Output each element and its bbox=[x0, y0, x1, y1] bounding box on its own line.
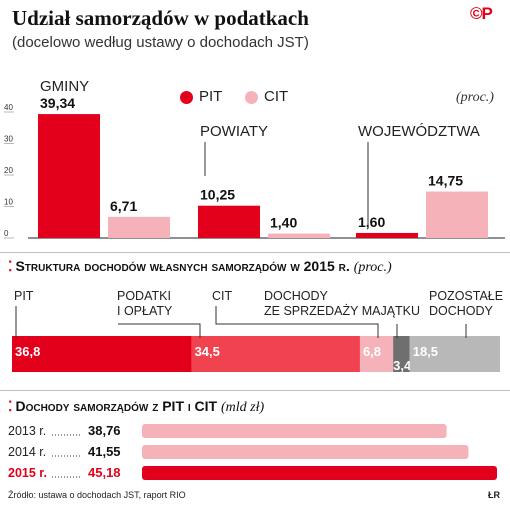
revenue-bar bbox=[142, 445, 469, 459]
chart-title: Udział samorządów w podatkach bbox=[12, 6, 309, 30]
bar-pit bbox=[38, 114, 100, 238]
structure-section-title: ⁚ Struktura dochodów własnych samorządów … bbox=[8, 258, 392, 276]
structure-title-text: Struktura dochodów własnych samorządów w… bbox=[15, 258, 350, 274]
segment-2 bbox=[191, 336, 360, 372]
legend-pit-swatch bbox=[180, 91, 193, 104]
value-label: 45,18 bbox=[88, 465, 121, 480]
data-label: 6,71 bbox=[110, 198, 137, 214]
segment-title: PODATKI bbox=[117, 289, 171, 303]
bar-cit bbox=[426, 191, 488, 238]
segment-5 bbox=[409, 336, 500, 372]
segment-title: POZOSTAŁE bbox=[429, 289, 503, 303]
segment-title: PIT bbox=[14, 289, 34, 303]
segment-1 bbox=[12, 336, 192, 372]
data-label: 1,40 bbox=[270, 215, 297, 231]
revenue-unit: (mld zł) bbox=[221, 400, 265, 415]
y-tick-label: 0 bbox=[4, 229, 9, 238]
bar-pit bbox=[198, 205, 260, 238]
segment-title: DOCHODY bbox=[429, 304, 494, 318]
segment-title: I OPŁATY bbox=[117, 304, 173, 318]
structure-unit: (proc.) bbox=[353, 260, 392, 275]
segment-title: CIT bbox=[212, 289, 233, 303]
legend-cit-swatch bbox=[245, 91, 258, 104]
bar-cit bbox=[268, 233, 330, 238]
year-label: 2013 r. bbox=[8, 424, 46, 438]
revenue-horizontal-bars: 2013 r. 38,76 2014 r. 41,55 2015 r. 45,18 bbox=[8, 423, 497, 480]
category-label: POWIATY bbox=[200, 123, 268, 140]
revenue-title-text: Dochody samorządów z PIT i CIT bbox=[15, 398, 218, 414]
category-label: WOJEWÓDZTWA bbox=[358, 123, 480, 140]
author-credit: ŁR bbox=[488, 490, 500, 500]
data-label: 14,75 bbox=[428, 173, 463, 189]
divider-1 bbox=[0, 252, 510, 253]
segment-3 bbox=[359, 336, 394, 372]
data-label: 39,34 bbox=[40, 95, 75, 111]
value-label: 38,76 bbox=[88, 423, 121, 438]
y-tick-label: 40 bbox=[4, 103, 13, 112]
y-tick-label: 30 bbox=[4, 135, 13, 144]
section-bullet-icon: ⁚ bbox=[8, 398, 13, 414]
segment-value: 18,5 bbox=[413, 344, 438, 359]
legend-cit-label: CIT bbox=[264, 88, 289, 105]
leader-line bbox=[215, 306, 379, 338]
value-label: 41,55 bbox=[88, 444, 121, 459]
revenue-bar bbox=[142, 424, 447, 438]
revenue-section-title: ⁚ Dochody samorządów z PIT i CIT (mld zł) bbox=[8, 398, 264, 416]
segment-title: DOCHODY bbox=[264, 289, 329, 303]
segment-value: 34,5 bbox=[195, 344, 220, 359]
segment-title: ZE SPRZEDAŻY MAJĄTKU bbox=[264, 304, 420, 318]
year-label: 2014 r. bbox=[8, 445, 46, 459]
chart1-unit: (proc.) bbox=[456, 90, 494, 105]
bar-pit bbox=[356, 232, 418, 238]
section-bullet-icon: ⁚ bbox=[8, 258, 13, 274]
y-tick-label: 10 bbox=[4, 198, 13, 207]
category-label: GMINY bbox=[40, 78, 89, 95]
leader-line bbox=[118, 323, 201, 338]
data-label: 1,60 bbox=[358, 214, 385, 230]
source-note: Źródło: ustawa o dochodach JST, raport R… bbox=[8, 490, 186, 500]
revenue-bar bbox=[142, 466, 497, 480]
y-tick-label: 20 bbox=[4, 166, 13, 175]
segment-value: 3,4 bbox=[393, 358, 412, 373]
publisher-logo: ©P bbox=[470, 4, 493, 23]
bar-cit bbox=[108, 216, 170, 238]
data-label: 10,25 bbox=[200, 187, 235, 203]
segment-4 bbox=[393, 336, 410, 372]
chart-subtitle: (docelowo według ustawy o dochodach JST) bbox=[12, 34, 309, 51]
year-label: 2015 r. bbox=[8, 466, 47, 480]
legend-pit-label: PIT bbox=[199, 88, 223, 105]
segment-value: 6,8 bbox=[363, 344, 381, 359]
divider-2 bbox=[0, 390, 510, 391]
segment-value: 36,8 bbox=[15, 344, 40, 359]
